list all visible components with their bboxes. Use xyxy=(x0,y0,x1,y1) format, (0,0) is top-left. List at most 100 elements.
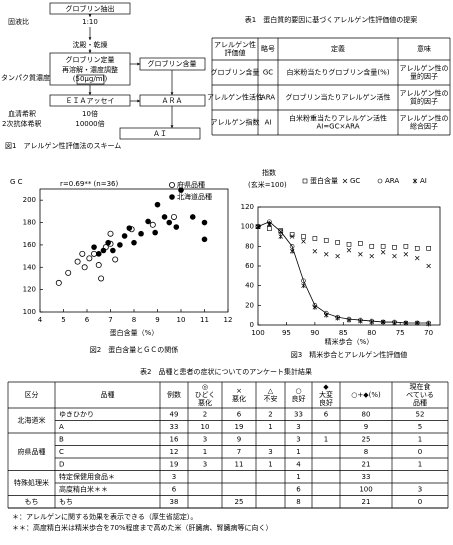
box xyxy=(76,74,105,85)
point xyxy=(201,236,208,243)
marker xyxy=(380,249,386,255)
arrow-head xyxy=(170,92,174,95)
x-tick-label: 4 xyxy=(38,316,43,324)
header-cell: 悪化 xyxy=(198,398,212,407)
point xyxy=(426,321,431,327)
marker xyxy=(380,319,386,325)
marker xyxy=(95,251,102,257)
marker xyxy=(267,226,272,231)
cell: 8 xyxy=(296,498,300,506)
legend-entry xyxy=(377,178,383,184)
point xyxy=(358,241,363,246)
x-axis-label: 精米歩合（%） xyxy=(325,337,374,346)
marker xyxy=(415,255,420,261)
marker xyxy=(312,236,318,241)
point xyxy=(107,230,114,237)
cell: 33 xyxy=(170,423,179,431)
legend-label: 北海道品種 xyxy=(177,192,212,201)
point xyxy=(131,239,137,246)
y-tick-label: 160 xyxy=(23,241,36,249)
point xyxy=(346,317,352,323)
y-tick-label: 80 xyxy=(245,242,254,250)
label: ＡＩ xyxy=(153,130,167,138)
point xyxy=(126,225,133,231)
y-tick-label: 120 xyxy=(23,286,36,294)
group-cell: 特殊処理米 xyxy=(14,478,49,487)
marker xyxy=(346,242,352,247)
caption: 図3 精米歩合とアレルゲン性評価値 xyxy=(291,350,407,359)
arrow-head xyxy=(88,92,92,95)
point xyxy=(152,229,158,236)
cell: 3 xyxy=(268,448,272,456)
point xyxy=(403,244,409,249)
x-tick-label: 12 xyxy=(224,316,233,324)
cell: 3 xyxy=(418,485,422,493)
y-tick-label: 100 xyxy=(241,223,254,231)
marker xyxy=(369,253,374,259)
arrow-head xyxy=(88,14,92,17)
cell: 定義 xyxy=(331,44,345,53)
cell: 1 xyxy=(296,448,300,456)
marker xyxy=(138,230,144,237)
y-axis-label: G C xyxy=(10,178,23,186)
point xyxy=(369,253,374,259)
cell: グロブリン当たりアレルゲン活性 xyxy=(286,93,391,102)
marker xyxy=(201,219,208,226)
point xyxy=(138,230,144,237)
point xyxy=(301,278,306,284)
point xyxy=(289,232,295,237)
cell: 評価値 xyxy=(225,48,246,57)
caption: 図1 アレルゲン性評価法のスキーム xyxy=(5,141,121,150)
y-axis-label: 指数 xyxy=(262,168,276,177)
legend-label: GC xyxy=(350,177,360,185)
marker xyxy=(267,221,272,227)
cell: 21 xyxy=(362,460,371,468)
header-cell: ◆ xyxy=(323,383,329,391)
marker xyxy=(161,214,168,220)
marker xyxy=(170,213,177,220)
marker xyxy=(392,245,397,250)
marker xyxy=(154,201,161,208)
point xyxy=(121,233,128,239)
marker xyxy=(110,247,116,254)
header-cell: △ xyxy=(268,387,274,395)
cell: 白米粉重当たりアレルゲン活性 xyxy=(289,114,387,123)
marker xyxy=(131,239,137,246)
cell: 0 xyxy=(418,448,422,456)
cell: GC xyxy=(263,69,273,77)
point xyxy=(267,221,272,227)
cell: C xyxy=(59,448,64,456)
legend-entry xyxy=(302,178,308,184)
marker xyxy=(112,256,119,263)
marker xyxy=(403,320,409,326)
y-tick-label: 200 xyxy=(23,196,36,204)
point xyxy=(426,246,431,251)
marker xyxy=(426,263,431,269)
point xyxy=(100,247,107,254)
cell: D xyxy=(59,460,64,468)
label: グロブリン抽出 xyxy=(66,4,115,13)
header-cell: ○+◆(%) xyxy=(351,391,381,399)
point xyxy=(369,244,375,249)
marker xyxy=(81,264,88,271)
marker xyxy=(168,181,175,188)
arrow-head xyxy=(88,50,92,53)
group-cell: もち xyxy=(25,498,39,506)
cell: 高度精白米＊＊ xyxy=(59,484,108,493)
cell: A xyxy=(59,423,64,431)
marker xyxy=(201,236,208,243)
y-tick-label: 40 xyxy=(245,282,254,290)
cell: 38 xyxy=(170,498,179,506)
cell: 1 xyxy=(324,435,328,443)
x-tick-label: 80 xyxy=(367,329,376,337)
point xyxy=(324,312,329,318)
point xyxy=(201,219,208,226)
x-tick-label: 75 xyxy=(396,329,405,337)
point xyxy=(392,253,397,259)
point xyxy=(65,269,72,276)
marker xyxy=(335,315,340,321)
point xyxy=(312,249,318,254)
point xyxy=(149,221,156,228)
cell: アレルゲン性の xyxy=(400,89,449,98)
point xyxy=(415,255,420,261)
